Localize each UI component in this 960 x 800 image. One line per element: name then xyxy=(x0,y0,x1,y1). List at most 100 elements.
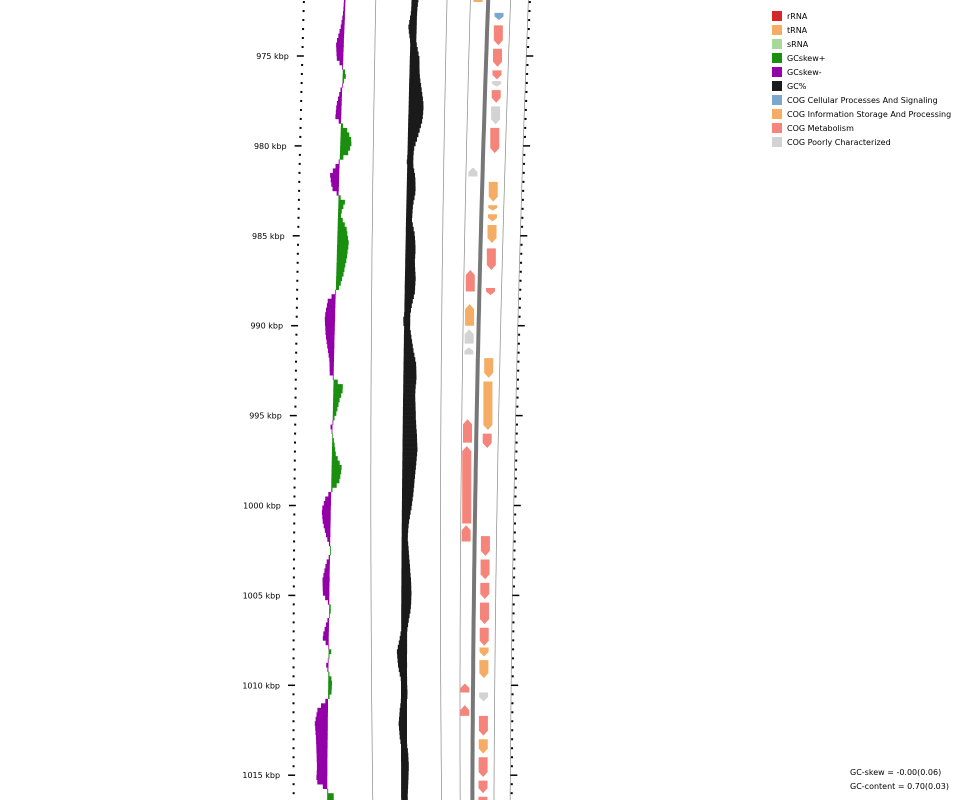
gc-content-bar xyxy=(401,761,409,767)
gc-skew-bar xyxy=(325,330,335,335)
gc-skew-bar xyxy=(322,586,330,592)
cds-feature xyxy=(493,25,503,46)
gc-skew-bar xyxy=(324,568,330,574)
gc-content-bar xyxy=(407,163,414,169)
cds-feature xyxy=(473,0,483,3)
legend-item: COG Cellular Processes And Signaling xyxy=(772,93,951,107)
gc-skew-bar xyxy=(322,505,331,511)
outer-minor-tick xyxy=(519,279,522,282)
gc-skew-bar xyxy=(326,339,335,344)
outer-minor-tick xyxy=(521,225,524,228)
ruler-minor-tick xyxy=(295,342,298,345)
gc-content-bar xyxy=(402,406,416,412)
gc-skew-bar xyxy=(337,222,345,228)
outer-minor-tick xyxy=(519,297,522,300)
gc-skew-bar xyxy=(332,433,334,439)
legend-swatch xyxy=(772,137,782,147)
gc-skew-bar xyxy=(331,451,336,457)
ruler-minor-tick xyxy=(296,297,299,300)
gc-content-bar xyxy=(410,15,417,21)
legend-item: GCskew+ xyxy=(772,51,951,65)
outer-minor-tick xyxy=(511,747,514,750)
gc-content-bar xyxy=(401,599,412,605)
track-guide-line xyxy=(509,0,529,800)
gc-content-bar xyxy=(409,74,420,79)
gc-skew-bar xyxy=(329,613,330,619)
legend-label: COG Cellular Processes And Signaling xyxy=(787,95,938,105)
gc-content-bar xyxy=(401,689,408,695)
cds-feature xyxy=(486,248,496,270)
ruler-minor-tick xyxy=(301,37,304,40)
ruler-minor-tick xyxy=(292,675,295,678)
gc-skew-bar xyxy=(316,757,328,762)
ruler-minor-tick xyxy=(292,738,295,741)
gc-content-bar xyxy=(408,127,420,133)
gc-content-bar xyxy=(408,118,423,124)
cds-feature xyxy=(480,582,490,599)
gc-skew-bar xyxy=(328,671,330,677)
gc-content-bar xyxy=(399,734,407,740)
gc-skew-bar xyxy=(327,658,329,664)
gc-content-bar xyxy=(401,568,411,574)
outer-minor-tick xyxy=(515,441,518,444)
ruler-minor-tick xyxy=(297,207,300,210)
outer-minor-tick xyxy=(515,423,518,426)
gc-content-bar xyxy=(406,159,414,165)
ruler-minor-tick xyxy=(293,531,296,534)
gc-content-bar xyxy=(405,231,415,237)
ruler-minor-tick xyxy=(294,405,297,408)
cds-feature xyxy=(460,705,470,716)
ruler-minor-tick xyxy=(300,99,303,102)
gc-skew-bar xyxy=(327,788,329,794)
gc-skew-bar xyxy=(340,145,351,151)
ruler-minor-tick xyxy=(293,477,296,480)
cds-feature xyxy=(479,660,489,679)
gc-skew-bar xyxy=(336,258,347,264)
outer-minor-tick xyxy=(510,756,513,759)
gc-skew-bar xyxy=(327,667,329,673)
gc-content-bar xyxy=(406,217,412,223)
gc-content-bar xyxy=(402,460,417,466)
ruler-minor-tick xyxy=(292,666,295,669)
gc-content-bar xyxy=(404,312,411,317)
gc-skew-bar xyxy=(336,42,344,48)
gc-content-bar xyxy=(408,92,423,97)
gc-skew-bar xyxy=(336,101,342,106)
cds-feature xyxy=(494,12,504,21)
legend-item: sRNA xyxy=(772,37,951,51)
gc-content-bar xyxy=(403,361,417,367)
outer-minor-tick xyxy=(512,621,515,624)
gc-skew-bar xyxy=(339,92,342,97)
ruler-minor-tick xyxy=(292,621,295,624)
outer-minor-tick xyxy=(527,37,530,40)
gc-skew-bar xyxy=(321,703,328,709)
ruler-minor-tick xyxy=(292,630,295,633)
gc-content-bar xyxy=(411,6,418,12)
outer-minor-tick xyxy=(522,180,525,183)
legend-swatch xyxy=(772,123,782,133)
gc-content-bar xyxy=(405,253,416,259)
gc-content-bar xyxy=(401,622,409,628)
gc-content-bar xyxy=(407,168,415,174)
gc-skew-bar xyxy=(342,15,345,21)
gc-content-bar xyxy=(401,694,408,700)
gc-content-bar xyxy=(401,685,408,691)
gc-content-bar xyxy=(406,177,416,183)
gc-content-bar xyxy=(410,42,417,48)
gc-content-bar xyxy=(403,357,416,362)
gc-skew-bar xyxy=(336,267,345,273)
gc-content-bar xyxy=(408,105,424,111)
gc-content-bar xyxy=(408,96,423,102)
gc-skew-bar xyxy=(323,523,331,529)
ruler-minor-tick xyxy=(292,639,295,642)
gc-skew-bar xyxy=(340,141,352,147)
cds-feature xyxy=(479,647,489,657)
gc-skew-bar xyxy=(324,528,331,533)
gc-content-bar xyxy=(400,676,408,682)
gc-content-bar xyxy=(401,608,411,614)
gc-content-bar xyxy=(402,433,417,439)
legend-swatch xyxy=(772,53,782,63)
gc-content-bar xyxy=(396,649,408,655)
cds-feature xyxy=(487,225,497,243)
gc-content-bar xyxy=(401,532,408,538)
